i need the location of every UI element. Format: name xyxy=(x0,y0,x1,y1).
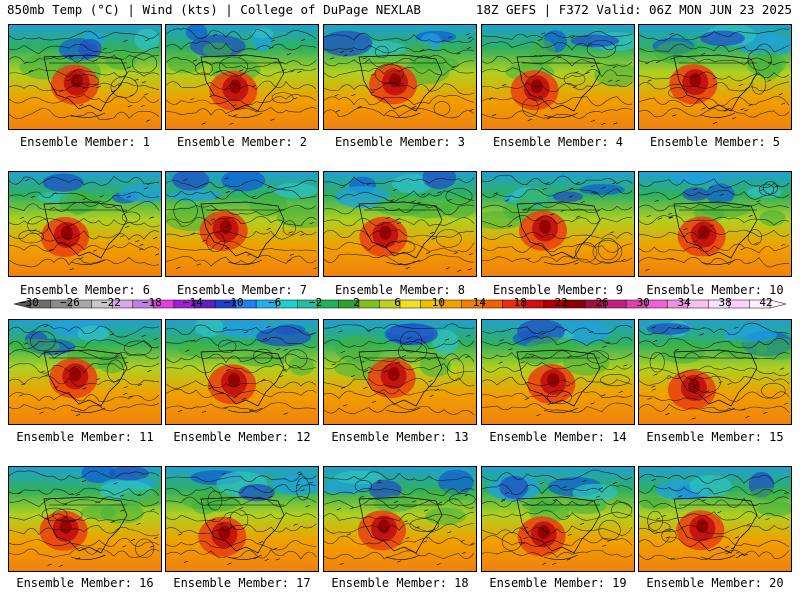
ensemble-map-panel xyxy=(323,466,477,572)
ensemble-map-panel xyxy=(323,319,477,425)
ensemble-map-panel xyxy=(638,24,792,130)
colorbar-tick-label: 38 xyxy=(718,296,732,309)
panel-label: Ensemble Member: 19 xyxy=(489,576,627,590)
temperature-map xyxy=(9,467,161,571)
colorbar-tick-label: −22 xyxy=(100,296,121,309)
temperature-map xyxy=(639,467,791,571)
colorbar-tick-label: −10 xyxy=(223,296,244,309)
panel-label: Ensemble Member: 9 xyxy=(492,283,624,297)
temperature-map xyxy=(166,320,318,424)
panel-label: Ensemble Member: 2 xyxy=(176,135,308,149)
ensemble-map-panel xyxy=(165,171,319,277)
ensemble-map-panel xyxy=(481,171,635,277)
colorbar-tick-label: 34 xyxy=(677,296,691,309)
panel-label: Ensemble Member: 4 xyxy=(492,135,624,149)
temperature-map xyxy=(324,320,476,424)
colorbar-left-arrow xyxy=(13,299,31,309)
ensemble-map-panel xyxy=(8,24,162,130)
colorbar-tick-label: −18 xyxy=(141,296,162,309)
temperature-map xyxy=(482,25,634,129)
colorbar-tick-label: 26 xyxy=(595,296,609,309)
ensemble-map-panel xyxy=(8,466,162,572)
panel-label: Ensemble Member: 3 xyxy=(334,135,466,149)
panel-label: Ensemble Member: 15 xyxy=(646,430,784,444)
panel-label: Ensemble Member: 16 xyxy=(16,576,154,590)
colorbar-tick-label: −6 xyxy=(268,296,282,309)
colorbar-swatch xyxy=(687,299,709,309)
panel-label: Ensemble Member: 14 xyxy=(489,430,627,444)
colorbar-tick-label: −14 xyxy=(182,296,203,309)
header-left-title: 850mb Temp (°C) | Wind (kts) | College o… xyxy=(7,2,421,17)
panel-label: Ensemble Member: 6 xyxy=(19,283,151,297)
colorbar-swatch xyxy=(728,299,751,309)
temperature-map xyxy=(9,320,161,424)
ensemble-map-panel xyxy=(165,24,319,130)
temperature-map xyxy=(9,172,161,276)
temperature-map xyxy=(166,25,318,129)
temperature-map xyxy=(482,467,634,571)
colorbar-tick-label: 18 xyxy=(513,296,527,309)
panel-label: Ensemble Member: 1 xyxy=(19,135,151,149)
colorbar-tick-label: −26 xyxy=(59,296,80,309)
colorbar-tick-label: 30 xyxy=(636,296,650,309)
panel-label: Ensemble Member: 11 xyxy=(16,430,154,444)
temperature-map xyxy=(482,320,634,424)
colorbar-tick-label: 42 xyxy=(759,296,773,309)
colorbar-tick-label: 14 xyxy=(472,296,487,309)
ensemble-map-panel xyxy=(481,466,635,572)
colorbar-swatch xyxy=(646,299,668,309)
temperature-map xyxy=(482,172,634,276)
panel-label: Ensemble Member: 18 xyxy=(331,576,469,590)
colorbar-tick-label: 6 xyxy=(394,296,401,309)
temperature-map xyxy=(9,25,161,129)
colorbar-tick-label: 10 xyxy=(431,296,446,309)
ensemble-map-panel xyxy=(8,171,162,277)
panel-label: Ensemble Member: 20 xyxy=(646,576,784,590)
ensemble-map-panel xyxy=(481,24,635,130)
temperature-colorbar xyxy=(13,299,787,309)
ensemble-map-panel xyxy=(165,466,319,572)
panel-label: Ensemble Member: 5 xyxy=(649,135,781,149)
colorbar-tick-label: −2 xyxy=(308,296,323,309)
panel-label: Ensemble Member: 12 xyxy=(173,430,311,444)
temperature-map xyxy=(166,172,318,276)
temperature-map xyxy=(639,172,791,276)
ensemble-map-panel xyxy=(323,171,477,277)
ensemble-map-panel xyxy=(323,24,477,130)
header-right-title: 18Z GEFS | F372 Valid: 06Z MON JUN 23 20… xyxy=(475,2,792,17)
colorbar-tick-label: 22 xyxy=(554,296,568,309)
temperature-map xyxy=(639,320,791,424)
ensemble-map-panel xyxy=(638,171,792,277)
panel-label: Ensemble Member: 7 xyxy=(176,283,308,297)
colorbar-swatch xyxy=(358,299,381,309)
temperature-map xyxy=(639,25,791,129)
temperature-map xyxy=(324,172,476,276)
panel-label: Ensemble Member: 10 xyxy=(646,283,784,297)
ensemble-map-panel xyxy=(638,319,792,425)
colorbar-swatch xyxy=(399,299,422,309)
ensemble-map-panel xyxy=(481,319,635,425)
panel-label: Ensemble Member: 13 xyxy=(331,430,469,444)
panel-label: Ensemble Member: 8 xyxy=(334,283,466,297)
ensemble-map-panel xyxy=(8,319,162,425)
temperature-map xyxy=(324,467,476,571)
ensemble-map-panel xyxy=(165,319,319,425)
temperature-map xyxy=(166,467,318,571)
panel-label: Ensemble Member: 17 xyxy=(173,576,311,590)
colorbar-tick-label: 2 xyxy=(353,296,360,309)
colorbar-right-arrow xyxy=(769,299,787,309)
colorbar-tick-label: −30 xyxy=(19,296,39,309)
temperature-map xyxy=(324,25,476,129)
ensemble-map-panel xyxy=(638,466,792,572)
